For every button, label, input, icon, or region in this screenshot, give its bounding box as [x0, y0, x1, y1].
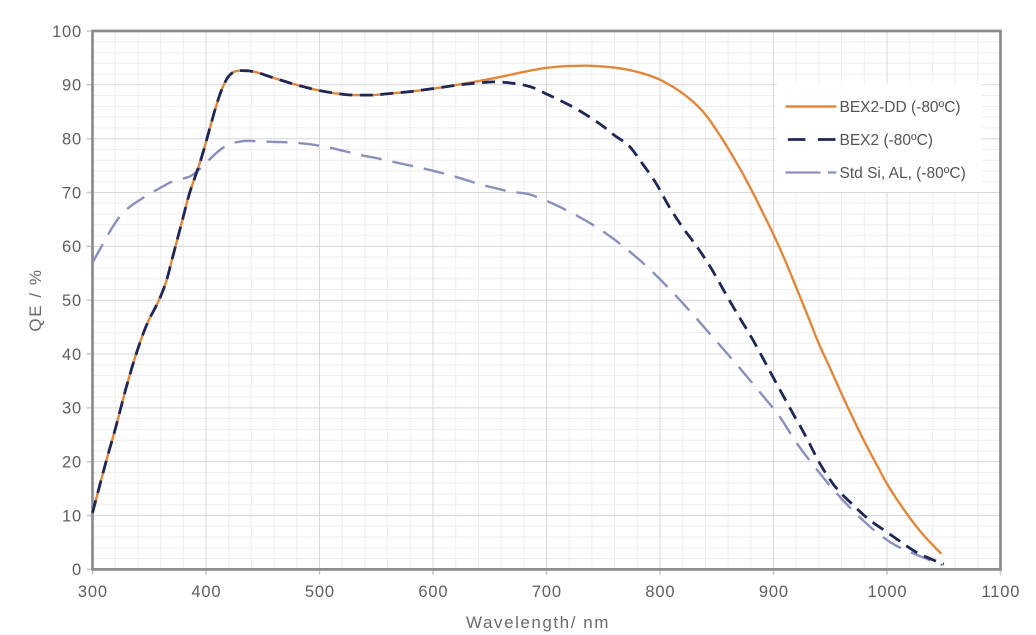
svg-text:800: 800: [645, 583, 675, 601]
svg-text:30: 30: [62, 400, 82, 418]
svg-text:BEX2-DD (-80ºC): BEX2-DD (-80ºC): [840, 99, 961, 116]
svg-text:90: 90: [62, 77, 82, 95]
svg-text:60: 60: [62, 238, 82, 256]
svg-text:1000: 1000: [867, 583, 907, 601]
svg-text:40: 40: [62, 346, 82, 364]
svg-text:0: 0: [72, 561, 82, 579]
svg-text:700: 700: [532, 583, 562, 601]
svg-text:20: 20: [62, 454, 82, 472]
svg-text:1100: 1100: [982, 583, 1021, 601]
svg-text:Wavelength/ nm: Wavelength/ nm: [466, 613, 610, 632]
svg-text:50: 50: [62, 292, 82, 310]
svg-text:900: 900: [759, 583, 789, 601]
svg-text:QE / %: QE / %: [26, 268, 45, 331]
svg-text:80: 80: [62, 131, 82, 149]
svg-text:70: 70: [62, 184, 82, 202]
svg-text:600: 600: [418, 583, 448, 601]
svg-text:300: 300: [78, 583, 108, 601]
svg-text:BEX2 (-80ºC): BEX2 (-80ºC): [840, 132, 934, 149]
svg-text:10: 10: [62, 507, 82, 525]
svg-text:500: 500: [305, 583, 335, 601]
svg-text:100: 100: [52, 23, 82, 41]
svg-text:400: 400: [191, 583, 221, 601]
svg-text:Std Si, AL, (-80ºC): Std Si, AL, (-80ºC): [840, 165, 966, 182]
